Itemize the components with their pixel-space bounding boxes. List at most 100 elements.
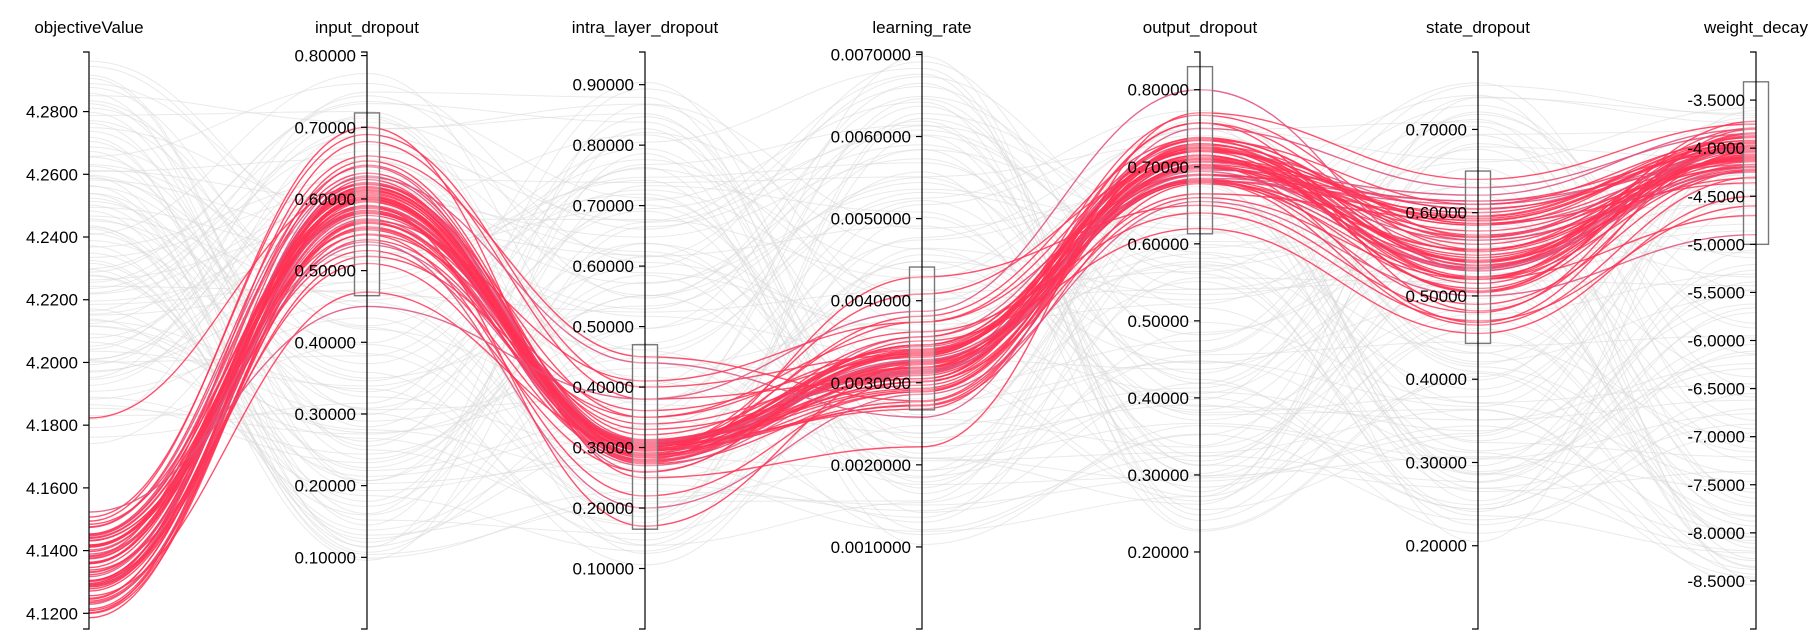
tick-label: 0.60000	[1128, 235, 1189, 254]
tick-label: 0.0070000	[831, 45, 911, 64]
background-line	[88, 67, 1757, 511]
selected-line	[88, 176, 1757, 527]
tick-label: 0.0020000	[831, 456, 911, 475]
background-line	[88, 92, 1757, 482]
tick-label: 0.40000	[295, 333, 356, 352]
tick-label: 0.60000	[573, 257, 634, 276]
tick-label: -7.5000	[1687, 476, 1745, 495]
tick-label: 0.60000	[1406, 204, 1467, 223]
tick-label: 4.1400	[26, 542, 78, 561]
axis-line[interactable]	[1194, 51, 1201, 630]
selected-line	[88, 196, 1757, 542]
axis-state-dropout: 0.20000 0.30000 0.40000 0.50000 0.60000 0.700…	[1406, 18, 1530, 630]
background-line	[88, 85, 1757, 475]
tick-label: 0.70000	[1128, 158, 1189, 177]
tick-label: 0.10000	[573, 560, 634, 579]
tick-label: -5.0000	[1687, 235, 1745, 254]
tick-label: 0.30000	[1128, 466, 1189, 485]
tick-label: 0.20000	[1406, 537, 1467, 556]
background-line	[88, 200, 1757, 548]
tick-label: 0.30000	[295, 405, 356, 424]
tick-label: 0.20000	[295, 477, 356, 496]
selected-line	[88, 139, 1757, 585]
axis-title: learning_rate	[872, 18, 971, 37]
tick-label: 4.2400	[26, 228, 78, 247]
background-line	[88, 149, 1757, 553]
tick-label: -3.5000	[1687, 91, 1745, 110]
axis-title: intra_layer_dropout	[572, 18, 719, 37]
tick-label: 4.1800	[26, 416, 78, 435]
axes-layer: 4.1200 4.1400 4.1600 4.1800 4.2000 4.2200 4.24…	[26, 18, 1808, 630]
tick-label: 0.50000	[295, 262, 356, 281]
axis-line[interactable]	[1472, 51, 1479, 630]
tick-label: 4.2600	[26, 165, 78, 184]
axis-title: objectiveValue	[34, 18, 143, 37]
tick-label: -4.5000	[1687, 187, 1745, 206]
selected-line	[88, 149, 1757, 563]
axis-line[interactable]	[361, 51, 368, 630]
selected-line	[88, 141, 1757, 582]
selected-line	[88, 133, 1757, 518]
tick-label: -6.5000	[1687, 380, 1745, 399]
tick-label: 0.30000	[1406, 453, 1467, 472]
tick-label: 0.50000	[573, 318, 634, 337]
axis-title: output_dropout	[1143, 18, 1258, 37]
selected-line	[88, 205, 1757, 583]
tick-label: -5.5000	[1687, 283, 1745, 302]
tick-label: 0.0040000	[831, 292, 911, 311]
selected-line	[88, 136, 1757, 535]
selected-line	[88, 147, 1757, 547]
selected-line	[88, 139, 1757, 557]
tick-label: 0.20000	[1128, 543, 1189, 562]
axis-title: weight_decay	[1703, 18, 1808, 37]
background-line	[88, 94, 1757, 445]
background-line	[88, 144, 1757, 561]
axis-line[interactable]	[639, 51, 646, 630]
tick-label: 4.1200	[26, 604, 78, 623]
tick-label: -8.5000	[1687, 572, 1745, 591]
tick-label: 4.2200	[26, 291, 78, 310]
tick-label: 0.70000	[573, 197, 634, 216]
selected-line	[88, 142, 1757, 612]
tick-label: 0.70000	[295, 118, 356, 137]
axis-input-dropout: 0.10000 0.20000 0.30000 0.40000 0.50000 0.600…	[295, 18, 419, 630]
tick-label: 0.80000	[1128, 81, 1189, 100]
tick-label: 4.1600	[26, 479, 78, 498]
tick-label: 0.70000	[1406, 120, 1467, 139]
axis-weight-decay: -8.5000 -8.0000 -7.5000 -7.0000 -6.5000 -6.00…	[1687, 18, 1808, 630]
selected-line	[88, 149, 1757, 573]
axis-output-dropout: 0.20000 0.30000 0.40000 0.50000 0.60000 0.700…	[1128, 18, 1258, 630]
tick-label: 0.90000	[573, 76, 634, 95]
background-line	[88, 243, 1757, 507]
tick-label: 0.40000	[573, 378, 634, 397]
tick-label: 0.0050000	[831, 210, 911, 229]
axis-line[interactable]	[916, 51, 923, 630]
tick-label: 0.50000	[1406, 287, 1467, 306]
selected-line	[88, 166, 1757, 605]
tick-label: 0.0030000	[831, 374, 911, 393]
tick-label: 0.50000	[1128, 312, 1189, 331]
selected-line	[88, 139, 1757, 553]
tick-label: -7.0000	[1687, 428, 1745, 447]
axis-line[interactable]	[83, 51, 90, 630]
tick-label: 0.0060000	[831, 128, 911, 147]
axis-title: input_dropout	[315, 18, 419, 37]
tick-label: 0.80000	[573, 136, 634, 155]
background-line	[88, 91, 1757, 495]
selected-lines-layer	[88, 89, 1757, 619]
background-line	[88, 111, 1757, 552]
tick-label: 0.40000	[1406, 370, 1467, 389]
tick-label: 0.30000	[573, 439, 634, 458]
background-line	[88, 61, 1757, 580]
tick-label: 0.80000	[295, 47, 356, 66]
axis-title: state_dropout	[1426, 18, 1530, 37]
tick-label: 0.40000	[1128, 389, 1189, 408]
selected-line	[88, 144, 1757, 582]
tick-label: -8.0000	[1687, 524, 1745, 543]
axis-objectiveValue: 4.1200 4.1400 4.1600 4.1800 4.2000 4.2200 4.24…	[26, 18, 144, 630]
tick-label: 0.20000	[573, 499, 634, 518]
axis-intra-layer-dropout: 0.10000 0.20000 0.30000 0.40000 0.50000 0.600…	[572, 18, 719, 630]
tick-label: 0.10000	[295, 548, 356, 567]
tick-label: 0.60000	[295, 190, 356, 209]
